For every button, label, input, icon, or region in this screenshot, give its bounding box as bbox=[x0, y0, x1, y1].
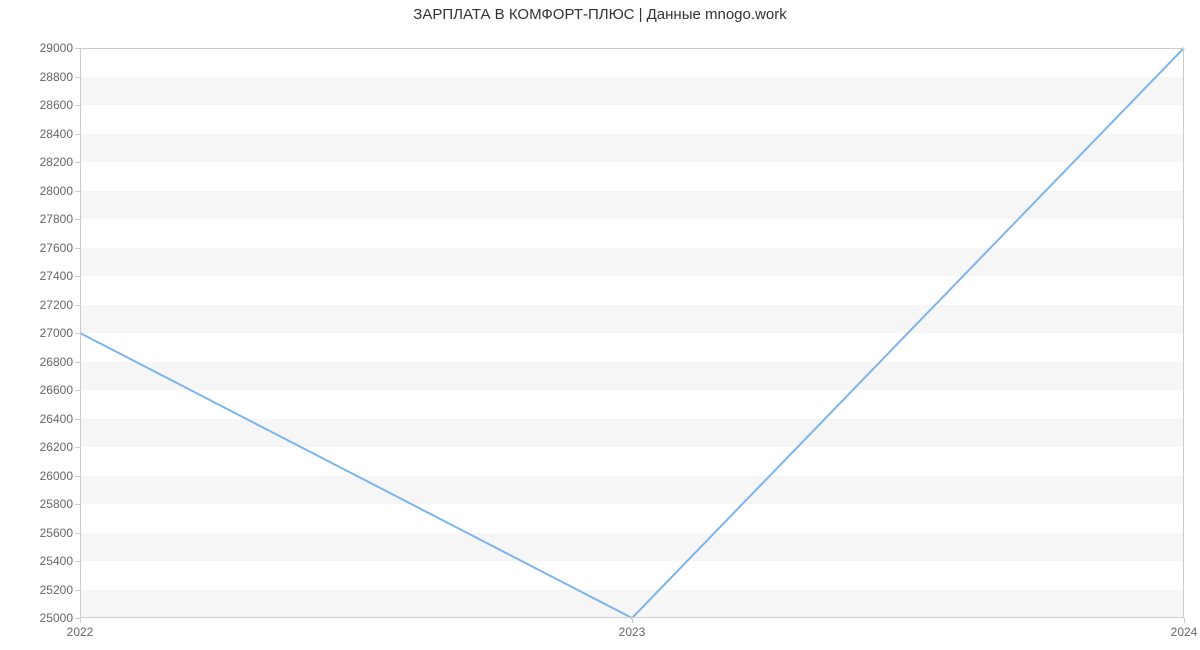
y-tick-mark bbox=[75, 333, 80, 334]
y-tick-label: 27000 bbox=[40, 326, 80, 340]
y-tick-label: 26000 bbox=[40, 469, 80, 483]
y-tick-mark bbox=[75, 77, 80, 78]
y-tick-mark bbox=[75, 561, 80, 562]
y-tick-mark bbox=[75, 276, 80, 277]
chart-container: ЗАРПЛАТА В КОМФОРТ-ПЛЮС | Данные mnogo.w… bbox=[0, 0, 1200, 650]
y-tick-mark bbox=[75, 48, 80, 49]
y-tick-mark bbox=[75, 305, 80, 306]
y-tick-label: 28000 bbox=[40, 184, 80, 198]
y-tick-mark bbox=[75, 390, 80, 391]
y-tick-mark bbox=[75, 533, 80, 534]
y-tick-mark bbox=[75, 134, 80, 135]
x-tick-mark bbox=[80, 618, 81, 623]
y-tick-mark bbox=[75, 447, 80, 448]
y-tick-mark bbox=[75, 191, 80, 192]
y-tick-label: 27400 bbox=[40, 269, 80, 283]
y-tick-label: 25400 bbox=[40, 554, 80, 568]
chart-title: ЗАРПЛАТА В КОМФОРТ-ПЛЮС | Данные mnogo.w… bbox=[0, 6, 1200, 23]
y-tick-label: 29000 bbox=[40, 41, 80, 55]
series-line bbox=[80, 48, 1184, 618]
y-tick-label: 25800 bbox=[40, 497, 80, 511]
y-tick-label: 26800 bbox=[40, 355, 80, 369]
y-tick-label: 28200 bbox=[40, 155, 80, 169]
y-tick-label: 26600 bbox=[40, 383, 80, 397]
y-tick-mark bbox=[75, 590, 80, 591]
y-tick-label: 28600 bbox=[40, 98, 80, 112]
y-tick-label: 25600 bbox=[40, 526, 80, 540]
plot-area: 2500025200254002560025800260002620026400… bbox=[80, 48, 1184, 618]
y-tick-mark bbox=[75, 248, 80, 249]
y-tick-mark bbox=[75, 105, 80, 106]
y-tick-label: 28400 bbox=[40, 127, 80, 141]
y-tick-mark bbox=[75, 504, 80, 505]
x-tick-mark bbox=[632, 618, 633, 623]
y-tick-label: 27800 bbox=[40, 212, 80, 226]
y-tick-label: 26200 bbox=[40, 440, 80, 454]
y-tick-label: 26400 bbox=[40, 412, 80, 426]
y-tick-mark bbox=[75, 219, 80, 220]
y-tick-label: 27600 bbox=[40, 241, 80, 255]
y-tick-label: 25200 bbox=[40, 583, 80, 597]
y-tick-mark bbox=[75, 362, 80, 363]
y-tick-label: 28800 bbox=[40, 70, 80, 84]
y-tick-mark bbox=[75, 162, 80, 163]
y-tick-mark bbox=[75, 419, 80, 420]
series-polyline bbox=[80, 48, 1184, 618]
x-tick-mark bbox=[1184, 618, 1185, 623]
y-tick-mark bbox=[75, 476, 80, 477]
y-tick-label: 27200 bbox=[40, 298, 80, 312]
